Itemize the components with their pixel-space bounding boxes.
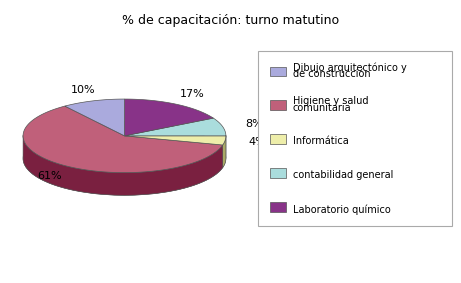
Polygon shape bbox=[124, 136, 226, 145]
Text: contabilidad general: contabilidad general bbox=[293, 170, 393, 181]
Text: comunitaria: comunitaria bbox=[293, 102, 351, 113]
Text: 17%: 17% bbox=[180, 89, 205, 99]
Polygon shape bbox=[23, 106, 223, 173]
Text: % de capacitación: turno matutino: % de capacitación: turno matutino bbox=[122, 14, 339, 27]
Polygon shape bbox=[124, 118, 226, 136]
Text: Higiene y salud: Higiene y salud bbox=[293, 96, 368, 106]
Text: 4%: 4% bbox=[248, 137, 266, 147]
Text: Informática: Informática bbox=[293, 136, 349, 147]
FancyBboxPatch shape bbox=[270, 100, 286, 110]
Polygon shape bbox=[23, 135, 223, 195]
Text: Dibujo arquitectónico y: Dibujo arquitectónico y bbox=[293, 62, 407, 73]
FancyBboxPatch shape bbox=[270, 168, 286, 178]
Text: 10%: 10% bbox=[71, 85, 95, 95]
Text: Laboratorio químico: Laboratorio químico bbox=[293, 204, 390, 215]
Polygon shape bbox=[223, 136, 226, 168]
FancyBboxPatch shape bbox=[270, 202, 286, 212]
Text: 61%: 61% bbox=[37, 171, 61, 181]
FancyBboxPatch shape bbox=[270, 67, 286, 76]
Text: 8%: 8% bbox=[245, 119, 263, 129]
Ellipse shape bbox=[23, 122, 226, 195]
Text: de construcción: de construcción bbox=[293, 68, 370, 79]
FancyBboxPatch shape bbox=[258, 51, 452, 226]
Polygon shape bbox=[124, 99, 213, 136]
Polygon shape bbox=[65, 99, 124, 136]
FancyBboxPatch shape bbox=[270, 134, 286, 144]
